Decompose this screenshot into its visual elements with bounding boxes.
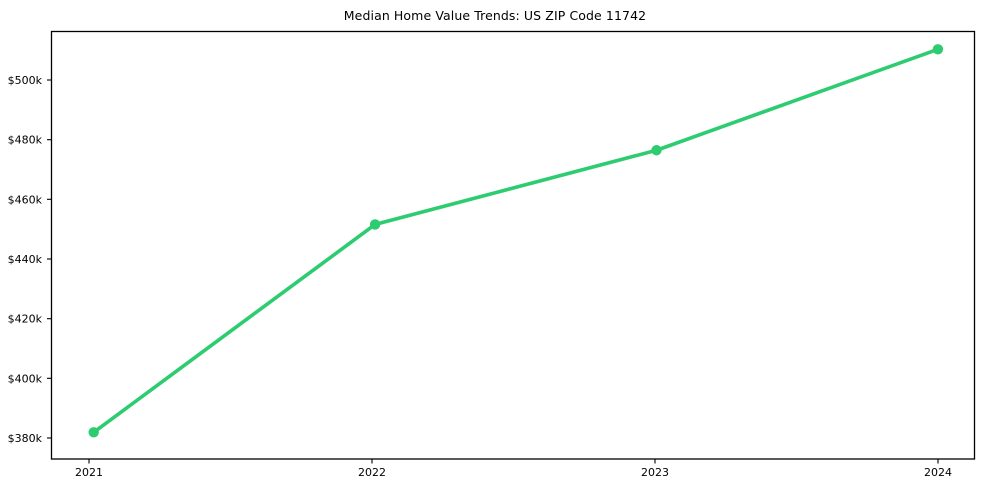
data-point-2022 bbox=[369, 219, 381, 230]
data-point-2023 bbox=[651, 145, 662, 156]
series-markers bbox=[88, 44, 944, 438]
chart-title: Median Home Value Trends: US ZIP Code 11… bbox=[343, 8, 647, 23]
y-tick-label: $480k bbox=[8, 134, 43, 147]
x-tick-label: 2023 bbox=[641, 466, 669, 479]
y-tick-label: $380k bbox=[8, 432, 43, 445]
plot-frame bbox=[50, 30, 976, 460]
y-tick-label: $460k bbox=[8, 193, 43, 206]
x-axis-ticks bbox=[88, 459, 939, 464]
x-tick-label: 2022 bbox=[358, 466, 386, 479]
y-axis-ticks bbox=[47, 79, 52, 439]
y-tick-label: $440k bbox=[8, 253, 43, 266]
y-tick-label: $420k bbox=[8, 313, 43, 326]
y-axis-tick-labels: $380k $400k $420k $440k $460k $480k $500… bbox=[8, 74, 43, 445]
series-line bbox=[91, 47, 940, 435]
data-point-2021 bbox=[88, 427, 99, 438]
x-tick-label: 2024 bbox=[924, 466, 952, 479]
data-series-median-home-value bbox=[88, 44, 944, 438]
y-tick-label: $400k bbox=[8, 372, 43, 385]
y-tick-label: $500k bbox=[8, 74, 43, 87]
x-axis-tick-labels: 2021 2022 2023 2024 bbox=[75, 466, 952, 479]
x-tick-label: 2021 bbox=[75, 466, 103, 479]
data-point-2024 bbox=[932, 44, 944, 55]
